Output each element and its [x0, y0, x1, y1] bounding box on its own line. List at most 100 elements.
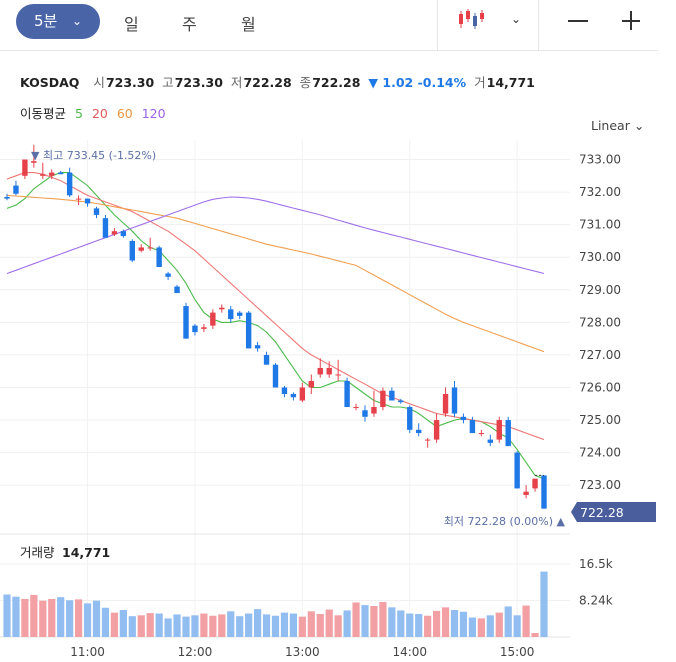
candle-body: [433, 420, 440, 440]
tab-weekly[interactable]: 주: [182, 15, 197, 34]
volume-bar: [307, 611, 315, 637]
volume-bar: [504, 606, 512, 637]
volume-bar: [57, 597, 65, 637]
candle-body: [523, 491, 529, 495]
ma-20-label: 20: [91, 106, 108, 121]
candlestick-type-icon[interactable]: [458, 8, 488, 30]
interval-label: 5분: [34, 12, 58, 30]
volume-bar: [173, 614, 181, 637]
candle-body: [478, 433, 485, 435]
last-price-label: 722.28: [580, 505, 624, 520]
volume-bar: [289, 613, 297, 637]
volume-bar: [459, 611, 468, 637]
volume-bar: [531, 633, 539, 637]
volume-value: 14,771: [486, 75, 535, 90]
candle-body: [442, 394, 449, 414]
candle-body: [371, 407, 377, 414]
candle-body: [407, 407, 413, 430]
candle-body: [4, 196, 10, 199]
candle-body: [389, 390, 395, 401]
candle-body: [165, 273, 171, 277]
chevron-down-icon: ⌄: [633, 118, 645, 133]
volume-bar: [361, 605, 369, 637]
candle-body: [245, 312, 252, 349]
zoom-out-icon[interactable]: [568, 20, 588, 22]
candle-body: [129, 240, 135, 261]
candle-body: [40, 174, 46, 176]
volume-bar: [388, 607, 396, 637]
low-value: 722.28: [243, 75, 292, 90]
time-tick-label: 15:00: [500, 645, 535, 659]
price-tick-label: 723.00: [579, 478, 621, 492]
ma-legend[interactable]: 이동평균 5 20 60 120: [20, 103, 171, 122]
quote-summary: KOSDAQ 시723.30 고723.30 저722.28 종722.28 ▼…: [20, 72, 535, 91]
chevron-down-icon: ⌄: [72, 14, 83, 28]
price-tick-label: 729.00: [579, 283, 621, 297]
candle-body: [290, 394, 297, 398]
open-value: 723.30: [105, 75, 155, 90]
zoom-in-icon-vertical[interactable]: [630, 11, 632, 30]
volume-bar: [3, 594, 11, 637]
candle-body: [308, 380, 314, 388]
price-tick-label: 727.00: [579, 348, 621, 362]
volume-bar: [236, 616, 244, 637]
volume-bar: [477, 618, 485, 637]
price-tick-label: 725.00: [579, 413, 621, 427]
volume-label: 거: [474, 75, 486, 90]
volume-bar: [227, 611, 235, 637]
price-tick-label: 730.00: [579, 250, 621, 264]
volume-bar: [209, 615, 217, 637]
candle-body: [120, 231, 127, 237]
toolbar-divider: [437, 0, 438, 50]
interval-dropdown[interactable]: 5분 ⌄: [16, 4, 100, 39]
candle-body: [263, 354, 270, 365]
volume-tick-label: 16.5k: [579, 557, 613, 571]
volume-bar: [218, 614, 226, 637]
volume-bar: [343, 610, 351, 637]
volume-bar: [513, 615, 521, 637]
toolbar-divider: [538, 0, 539, 50]
candle-body: [353, 407, 359, 409]
low-label: 저: [230, 75, 243, 90]
volume-bar: [30, 594, 38, 637]
ma-60-label: 60: [116, 106, 133, 121]
candle-body: [398, 400, 404, 403]
volume-bar: [191, 615, 199, 637]
volume-bar: [245, 613, 253, 637]
volume-bar: [522, 605, 530, 637]
tab-daily[interactable]: 일: [124, 15, 139, 34]
candle-body: [237, 312, 243, 316]
low-annotation: 최저 722.28 (0.00%) ▲: [444, 515, 566, 528]
ma-5-line: [6, 172, 545, 480]
volume-bar: [262, 614, 271, 637]
candle-body: [335, 374, 341, 376]
volume-bar: [298, 616, 306, 637]
volume-panel-value: 14,771: [62, 545, 110, 560]
price-tick-label: 732.00: [579, 185, 621, 199]
volume-panel-label: 거래량: [20, 545, 55, 560]
high-annotation: ▼ 최고 733.45 (-1.52%): [31, 149, 156, 162]
last-price-badge: [571, 502, 656, 522]
candle-body: [22, 159, 28, 176]
ma-60-line: [6, 194, 545, 353]
tab-monthly[interactable]: 월: [241, 15, 256, 34]
volume-bar: [406, 613, 414, 637]
time-tick-label: 14:00: [392, 645, 427, 659]
scale-mode-dropdown[interactable]: Linear ⌄: [591, 118, 644, 133]
candle-body: [49, 172, 55, 176]
volume-bar: [66, 600, 74, 637]
chart-type-chevron-icon[interactable]: ⌄: [511, 12, 522, 26]
volume-bar: [280, 612, 289, 637]
volume-bar: [21, 598, 29, 637]
candle-body: [281, 387, 288, 394]
candle-body: [192, 325, 198, 333]
candle-body: [326, 367, 332, 375]
high-value: 723.30: [174, 75, 223, 90]
candle-body: [201, 327, 207, 329]
volume-bar: [352, 602, 360, 637]
high-label: 고: [162, 75, 174, 90]
volume-bar: [48, 598, 56, 637]
volume-bar: [271, 615, 280, 637]
candle-body: [424, 439, 431, 441]
